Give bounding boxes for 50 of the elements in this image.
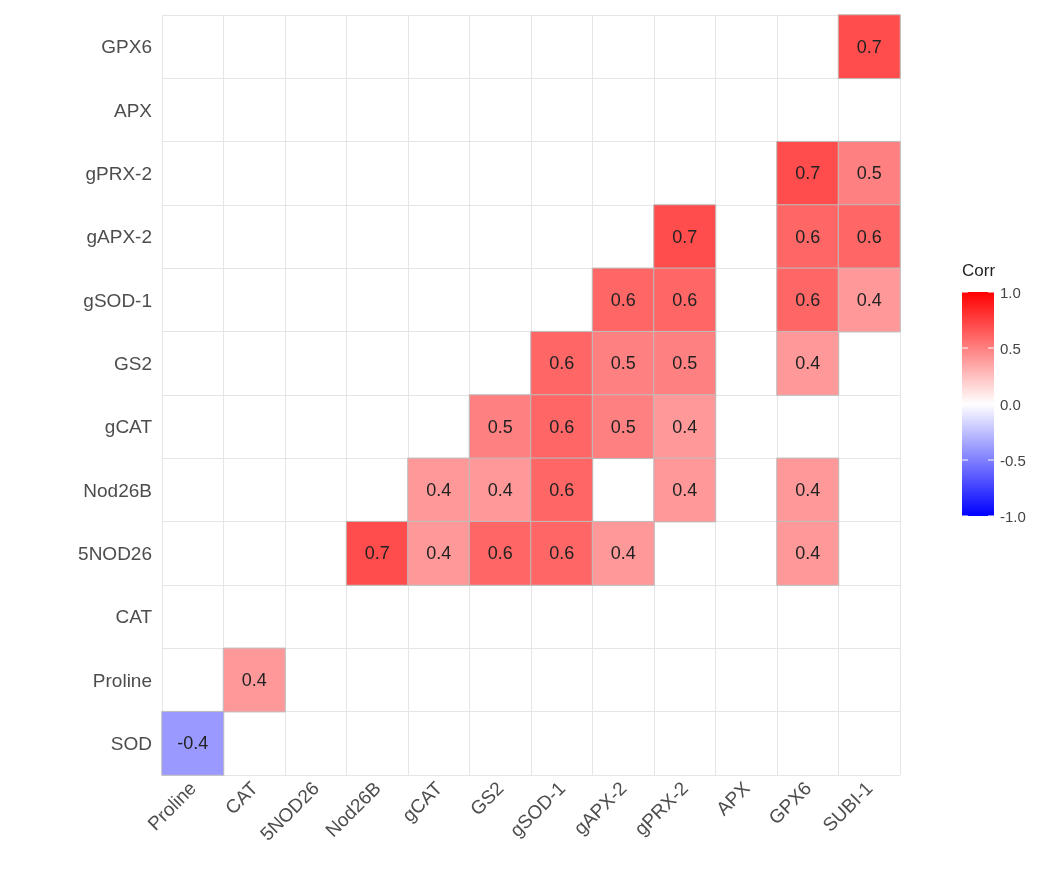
data-label: 0.7 [364,543,390,564]
color-bar-label: -0.5 [1000,451,1026,469]
color-bar-label: 0.5 [1000,339,1021,357]
data-label: 0.5 [672,353,698,374]
data-label: 0.6 [549,480,575,500]
data-label: 0.7 [795,163,821,184]
y-tick-label: gCAT [104,416,153,438]
data-label: 0.7 [856,36,882,57]
color-bar-label: 0.0 [1000,395,1021,413]
data-label: 0.4 [610,543,636,564]
y-tick-label: APX [113,99,153,121]
y-tick-label: GPX6 [101,36,152,58]
data-label: 0.5 [610,353,636,374]
y-tick-label: Nod26B [83,479,152,501]
data-label: 0.5 [856,163,882,184]
data-label: 0.4 [856,290,882,310]
y-tick-label: gPRX-2 [85,162,152,184]
y-tick-label: gAPX-2 [86,226,152,248]
data-label: 0.4 [241,670,267,690]
y-tick-label: SOD [110,732,152,754]
data-label: 0.4 [487,480,513,500]
data-label: 0.4 [795,543,821,564]
color-bar-title: Corr [962,261,996,280]
data-label: 0.6 [795,226,821,247]
data-label: 0.6 [856,226,882,247]
data-label: 0.6 [487,543,513,564]
data-label: 0.4 [426,480,452,500]
data-label: 0.4 [426,543,452,564]
color-bar-label: -1.0 [1000,507,1026,525]
data-label: 0.5 [610,416,636,437]
data-label: 0.6 [549,416,575,437]
x-tick-label: GS2 [465,777,508,820]
data-label: 0.6 [549,543,575,564]
data-label: 0.6 [549,353,575,374]
data-label: 0.6 [610,290,636,310]
data-label: 0.5 [487,416,513,437]
data-label: 0.4 [795,353,821,374]
y-tick-label: Proline [92,669,152,691]
color-bar-label: 1.0 [1000,283,1021,301]
y-tick-label: 5NOD26 [78,542,152,564]
y-tick-label: GS2 [113,352,152,374]
y-tick-label: CAT [115,606,153,628]
y-tick-label: gSOD-1 [83,289,152,311]
data-label: 0.4 [795,480,821,500]
data-label: 0.6 [672,290,698,310]
data-label: 0.6 [795,290,821,310]
data-label: 0.4 [672,480,698,500]
data-label: -0.4 [177,733,209,754]
data-label: 0.4 [672,416,698,437]
data-label: 0.7 [672,226,698,247]
